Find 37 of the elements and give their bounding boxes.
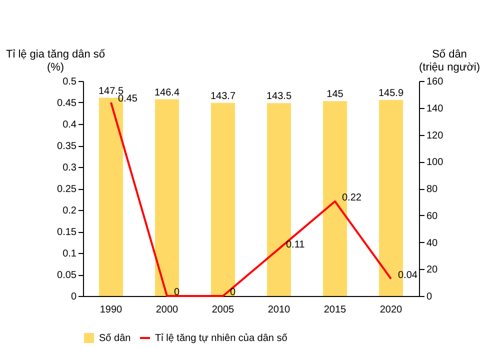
y-tick-label: 0.4: [62, 120, 77, 130]
legend-label: Số dân: [99, 333, 131, 344]
data-label: 0.45: [118, 94, 138, 104]
x-tick-label: 2010: [268, 304, 291, 316]
y-tick-label: 0.05: [57, 270, 77, 281]
x-tick-label: 1990: [100, 304, 123, 316]
y-axis-title: Tỉ lệ gia tăng dân số (%): [6, 48, 106, 74]
y2-tick-label: 40: [426, 238, 438, 249]
data-label: 143.5: [266, 91, 292, 102]
y2-tick-label: 160: [426, 76, 444, 88]
y-tick-label: 0.2: [62, 206, 77, 216]
y2-tick-label: 20: [426, 264, 438, 276]
data-label: 146.4: [154, 87, 180, 98]
y-tick-label: 0.45: [57, 98, 77, 109]
y2-axis-title: Số dân (triệu người): [418, 48, 480, 74]
y2-tick-label: 140: [426, 103, 444, 114]
y-tick-label: 0.35: [57, 141, 77, 152]
legend-label: Tỉ lệ tăng tự nhiên của dân số: [155, 333, 288, 344]
y2-tick-label: 80: [426, 184, 438, 195]
y-tick-label: 0.25: [57, 184, 77, 195]
data-label: 145: [326, 89, 344, 100]
x-tick-label: 2000: [156, 304, 179, 316]
data-label: 145.9: [378, 88, 404, 99]
y-tick-label: 0.15: [57, 227, 77, 238]
y2-tick-label: 60: [426, 210, 438, 222]
y-tick-label: 0.5: [62, 76, 77, 88]
data-label: 143.7: [210, 90, 236, 102]
x-tick-label: 2020: [380, 304, 403, 316]
y2-tick-label: 120: [426, 130, 444, 142]
x-tick-label: 2005: [212, 304, 235, 316]
y-tick-label: 0.1: [62, 248, 77, 260]
line-series: [110, 102, 392, 297]
x-tick-label: 2015: [324, 304, 347, 316]
y-tick-label: 0.3: [62, 162, 77, 174]
y2-tick-label: 0: [426, 292, 432, 302]
y-tick-label: 0: [70, 292, 77, 302]
y2-tick-label: 100: [426, 157, 444, 168]
